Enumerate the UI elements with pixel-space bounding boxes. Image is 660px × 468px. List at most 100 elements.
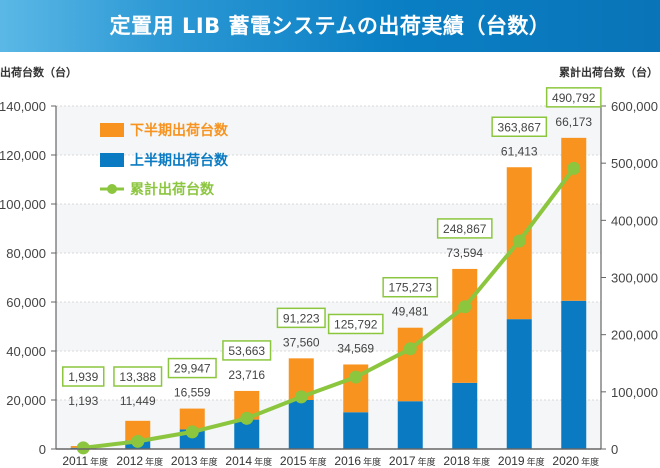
annual-value-label: 11,449 — [120, 394, 156, 408]
left-axis-title: 出荷台数（台） — [0, 66, 77, 79]
legend-marker — [107, 184, 117, 194]
cumulative-value-label: 363,867 — [498, 120, 542, 134]
right-tick-label: 300,000 — [611, 271, 658, 286]
cumulative-point — [512, 234, 526, 248]
x-tick-suffix: 年度 — [581, 456, 599, 468]
left-tick-label: 0 — [39, 442, 46, 457]
annual-value-label: 73,594 — [446, 246, 483, 260]
cumulative-value-label: 91,223 — [283, 311, 320, 325]
cumulative-point — [458, 300, 472, 314]
right-tick-label: 500,000 — [611, 156, 658, 171]
x-tick-label: 2019 年度 — [498, 454, 545, 468]
x-tick-label: 2012 年度 — [116, 454, 163, 468]
cumulative-label-box — [222, 340, 272, 361]
cumulative-label-box — [113, 366, 163, 387]
x-tick-year: 2015 — [280, 454, 307, 468]
bar-first-half — [343, 412, 369, 449]
cumulative-value-label: 175,273 — [389, 281, 433, 295]
x-tick-label: 2014 年度 — [225, 454, 272, 468]
annual-value-label: 34,569 — [337, 341, 374, 355]
bar-first-half — [288, 400, 314, 449]
cumulative-point — [403, 342, 417, 356]
cumulative-polyline — [83, 167, 576, 450]
x-tick-label: 2011 年度 — [62, 454, 108, 468]
x-tick-year: 2018 — [443, 454, 470, 468]
bar-second-half — [397, 327, 423, 402]
right-tick-label: 400,000 — [611, 213, 658, 228]
right-axis-title: 累計出荷台数（台） — [559, 66, 658, 79]
cumulative-point — [185, 425, 199, 439]
cumulative-point — [294, 390, 308, 404]
x-tick-suffix: 年度 — [418, 456, 436, 468]
bar-first-half — [506, 319, 532, 449]
right-tick-label: 200,000 — [611, 328, 658, 343]
bar-first-half — [561, 300, 587, 449]
x-tick-year: 2019 — [498, 454, 525, 468]
x-tick-suffix: 年度 — [363, 456, 381, 468]
x-tick-suffix: 年度 — [90, 456, 108, 468]
x-tick-label: 2015 年度 — [280, 454, 327, 468]
left-tick-label: 120,000 — [0, 148, 46, 163]
x-tick-year: 2012 — [116, 454, 143, 468]
x-tick-suffix: 年度 — [309, 456, 327, 468]
x-tick-year: 2020 — [552, 454, 579, 468]
cumulative-value-label: 125,792 — [334, 317, 378, 331]
cumulative-value-label: 29,947 — [174, 362, 211, 376]
cumulative-point — [240, 411, 254, 425]
left-tick-label: 140,000 — [0, 99, 46, 114]
annual-value-label: 37,560 — [283, 335, 320, 349]
chart-title: 定置用 LIB 蓄電システムの出荷実績（台数） — [0, 0, 660, 52]
left-tick-label: 100,000 — [0, 197, 46, 212]
annual-value-label: 16,559 — [174, 386, 211, 400]
right-tick-label: 100,000 — [611, 385, 658, 400]
bar-second-half — [125, 420, 151, 441]
x-tick-label: 2020 年度 — [552, 454, 599, 468]
cumulative-point — [131, 434, 145, 448]
x-tick-label: 2018 年度 — [443, 454, 490, 468]
cumulative-label-box — [276, 307, 326, 329]
x-tick-label: 2013 年度 — [171, 454, 218, 468]
x-tick-suffix: 年度 — [472, 456, 490, 468]
x-tick-year: 2011 — [62, 454, 88, 468]
cumulative-label-box — [327, 313, 384, 335]
annual-value-label: 1,193 — [68, 394, 98, 408]
left-tick-label: 20,000 — [6, 393, 46, 408]
cumulative-label-box — [167, 357, 217, 379]
legend-label: 累計出荷台数 — [130, 181, 215, 198]
axes: 0 20,000 40,000 60,000 80,000 100,000 120,000 1… — [0, 99, 658, 468]
annual-value-label: 23,716 — [228, 368, 265, 382]
cumulative-value-label: 13,388 — [119, 370, 156, 384]
right-tick-label: 0 — [611, 442, 618, 457]
annual-value-label: 61,413 — [501, 144, 538, 158]
legend-label: 上半期出荷台数 — [130, 152, 229, 169]
legend-label: 下半期出荷台数 — [130, 122, 229, 139]
data-labels: 1,193 1,939 11,449 13,388 16,559 29,947 23,716… — [62, 87, 602, 408]
cumulative-label-box — [491, 116, 548, 137]
cumulative-label-box — [382, 276, 439, 298]
right-tick-label: 600,000 — [611, 99, 658, 114]
annual-value-label: 66,173 — [555, 115, 592, 129]
x-tick-label: 2016 年度 — [334, 454, 381, 468]
bar-second-half — [179, 408, 205, 430]
cumulative-label-box — [62, 366, 105, 387]
cumulative-line — [76, 161, 581, 455]
x-tick-label: 2017 年度 — [389, 454, 436, 468]
cumulative-point — [349, 370, 363, 384]
left-tick-label: 40,000 — [6, 344, 46, 359]
left-tick-label: 80,000 — [6, 246, 46, 261]
cumulative-value-label: 53,663 — [228, 344, 265, 358]
x-tick-suffix: 年度 — [527, 456, 545, 468]
x-tick-suffix: 年度 — [200, 456, 218, 468]
x-tick-year: 2016 — [334, 454, 361, 468]
legend-swatch — [100, 123, 124, 137]
x-tick-year: 2013 — [171, 454, 198, 468]
bar-first-half — [452, 382, 478, 449]
x-tick-year: 2017 — [389, 454, 416, 468]
grid-lines — [56, 105, 601, 401]
cumulative-label-box — [436, 218, 493, 239]
cumulative-value-label: 248,867 — [443, 222, 487, 236]
annual-value-label: 49,481 — [392, 305, 429, 319]
left-tick-label: 60,000 — [6, 295, 46, 310]
